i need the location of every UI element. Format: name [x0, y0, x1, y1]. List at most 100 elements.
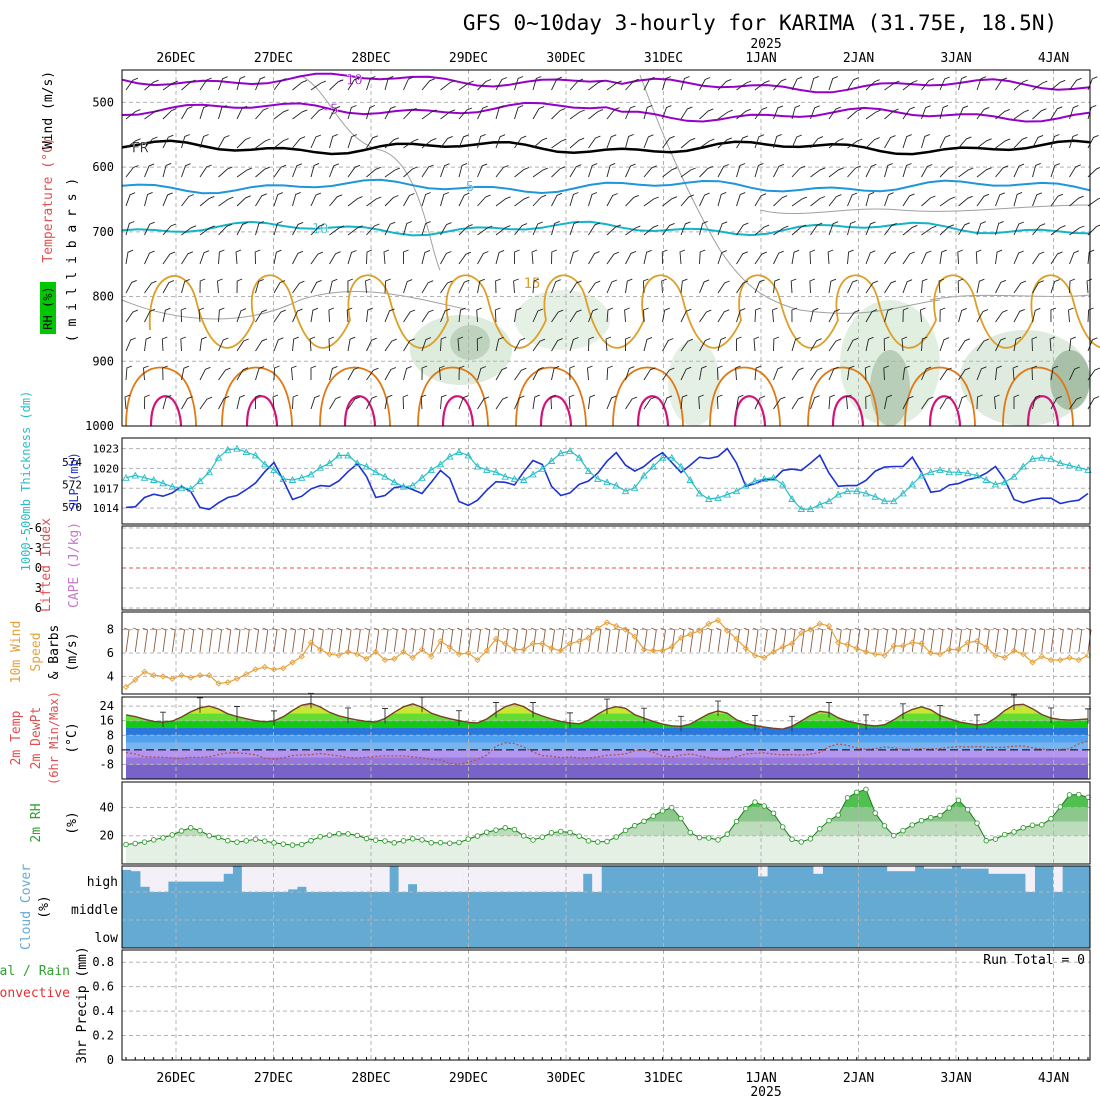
wind-barb [736, 308, 746, 323]
wind-barb [625, 396, 638, 410]
wind-barb-10m [789, 627, 796, 653]
rh-shade [515, 290, 610, 350]
wind-speed-point [1029, 659, 1036, 666]
rh-point [539, 834, 546, 840]
wind-barb [1087, 104, 1097, 120]
wind-barb [865, 137, 880, 149]
wind-barb [532, 366, 544, 381]
wind-barb [551, 166, 566, 178]
wind-barb [162, 365, 168, 381]
wind-barb-10m [142, 627, 148, 653]
wind-barb [699, 338, 711, 352]
min-max-bar [456, 710, 462, 726]
wind-barb [255, 221, 265, 236]
rh-label-band [40, 282, 56, 334]
wind-barb-10m [225, 627, 232, 653]
wind-speed-point [483, 647, 490, 654]
wind-speed-point [696, 627, 703, 634]
cloud-units-axis-label: (%) [37, 895, 52, 918]
rh-point [613, 834, 620, 840]
wind-barb [235, 249, 242, 265]
thickness-point [658, 453, 667, 461]
cloud-level-label: high [87, 875, 118, 890]
wind-barb [1087, 337, 1098, 352]
wind-barb [606, 307, 614, 323]
thickness-point [288, 476, 297, 483]
thickness-point [334, 451, 343, 459]
wind-barb [662, 105, 672, 120]
wind-barb [884, 280, 897, 294]
thickness-point [445, 452, 454, 460]
thickness-point [797, 505, 806, 513]
wind-barb [995, 249, 1003, 265]
wind-speed-point [899, 642, 907, 650]
thickness-point [1065, 461, 1074, 469]
rh-point [872, 810, 879, 816]
wind-barb [995, 337, 1006, 352]
high-cloud-gap [158, 866, 169, 892]
wind-barb [1087, 166, 1100, 178]
wind-barb [1050, 395, 1062, 410]
wind-barb-10m [299, 627, 306, 653]
high-cloud-gap [758, 866, 768, 877]
wind-barb-10m [327, 627, 333, 653]
wind-barb [1031, 365, 1038, 381]
wind-barb [643, 134, 654, 149]
rh-point [178, 828, 185, 834]
rh-point [595, 839, 601, 845]
wind-barb [255, 76, 266, 91]
wind-barb [495, 396, 508, 410]
rh-point [622, 827, 629, 834]
wind-barb [588, 80, 604, 91]
wind-barb [495, 196, 511, 207]
wind-barb [1087, 307, 1094, 323]
wind-barb [736, 192, 746, 207]
high-cloud-gap [960, 866, 971, 869]
wind-speed-point [862, 648, 870, 655]
wind-barb [753, 336, 760, 352]
wind-speed-point [215, 680, 222, 687]
wind-barb [236, 338, 249, 352]
wind-barb [717, 221, 728, 236]
rh-point [891, 832, 897, 839]
rh-point [299, 841, 305, 848]
wind-barb [1050, 134, 1060, 149]
high-cloud-gap [463, 866, 473, 892]
wind-barb [366, 166, 381, 178]
wind-barb [995, 138, 1011, 149]
wind-barb [532, 278, 540, 294]
wind-barb [791, 104, 801, 120]
temperature-band [126, 742, 1088, 750]
rh-point [928, 814, 934, 821]
wind-barb [773, 195, 788, 207]
wind-barb-10m [706, 627, 713, 653]
thickness-point [982, 476, 991, 483]
wind-barb [810, 338, 822, 352]
wind-barb [292, 394, 299, 410]
wind-barb [699, 249, 706, 265]
wind-speed-point [788, 640, 796, 647]
rh-point [1011, 829, 1017, 835]
wind-barb [643, 76, 655, 91]
thickness-point [186, 485, 195, 492]
wind-barb [144, 109, 160, 120]
wind-barb-10m [965, 627, 972, 653]
wind-barb [938, 278, 945, 294]
wind-speed-point [714, 617, 722, 624]
wind-barb [477, 79, 492, 91]
wind-barb [902, 307, 909, 323]
thickness-point [723, 490, 732, 498]
wind-barb [754, 395, 766, 410]
rh-point [863, 786, 869, 793]
rh-point [1002, 831, 1008, 838]
wind-barb [1013, 109, 1029, 120]
wind-barb [588, 280, 601, 294]
rh-point [724, 831, 731, 837]
wind-speed-point [779, 644, 786, 651]
wind-barb [403, 76, 414, 91]
wind-barb [181, 79, 196, 91]
wind-barb [366, 196, 382, 207]
wind-barb [125, 337, 136, 352]
pressure-axis-label: ( m i l l i b a r s ) [65, 178, 80, 342]
min-max-bar [345, 707, 351, 723]
